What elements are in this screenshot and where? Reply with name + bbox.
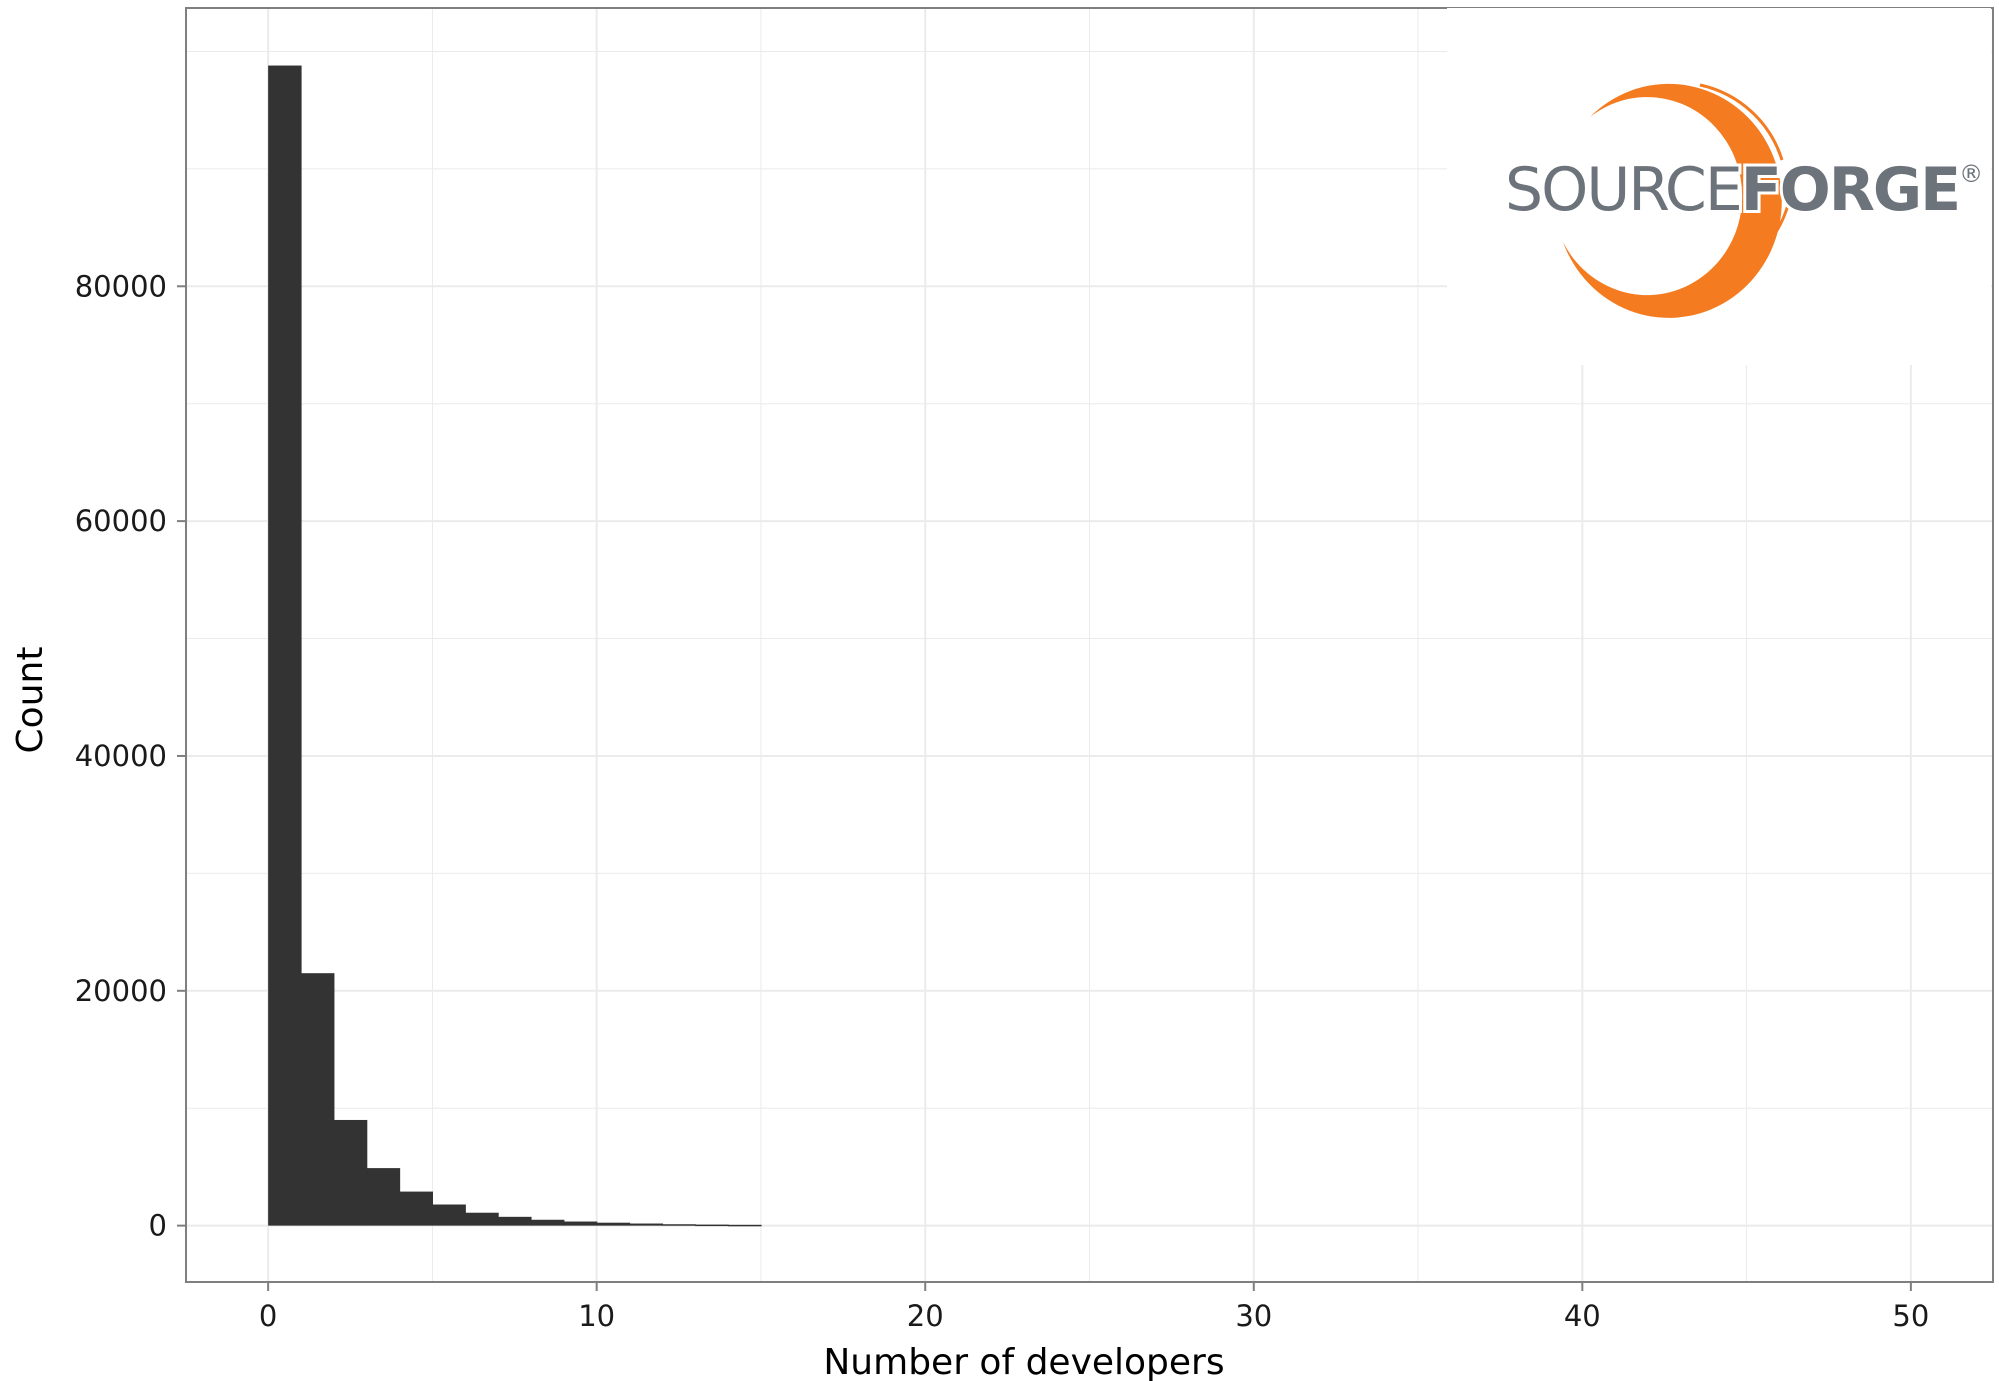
logo-swoosh-main-arc	[1563, 83, 1782, 318]
histogram-bar	[563, 1221, 598, 1226]
logo-wordmark: SOURCEFORGE®	[1505, 155, 1981, 225]
histogram-bar	[300, 973, 335, 1226]
histogram-bar	[432, 1204, 466, 1226]
histogram-bar	[399, 1191, 434, 1226]
x-tick-label: 0	[259, 1299, 277, 1333]
histogram-bar	[728, 1224, 762, 1227]
logo-swoosh-thin-arc	[1699, 83, 1784, 161]
x-tick-label: 30	[1235, 1299, 1272, 1333]
x-axis-title: Number of developers	[823, 1342, 1224, 1381]
histogram-bar	[268, 65, 302, 1226]
logo-registered-mark: ®	[1959, 160, 1981, 188]
histogram-bar	[498, 1216, 532, 1226]
y-tick-label: 20000	[75, 974, 167, 1008]
y-tick-label: 80000	[75, 269, 167, 303]
histogram-bar	[333, 1119, 368, 1226]
panel-border	[185, 7, 1994, 1283]
x-tick-label: 50	[1892, 1299, 1929, 1333]
sourceforge-logo: SOURCEFORGE®	[1447, 8, 1991, 365]
histogram-bars	[268, 65, 762, 1227]
histogram-bar	[629, 1223, 663, 1226]
x-tick-label: 20	[907, 1299, 944, 1333]
logo-wordmark-light: SOURCE	[1505, 155, 1741, 225]
y-axis-ticks: 0 20000 40000 60000 80000	[75, 269, 186, 1243]
x-tick-label: 10	[578, 1299, 615, 1333]
logo-wordmark-bold: FORGE	[1741, 155, 1959, 225]
logo-swoosh-icon	[1563, 83, 1790, 318]
y-tick-label: 60000	[75, 504, 167, 538]
histogram-bar	[366, 1168, 401, 1226]
logo-swoosh-thin-arc-lower	[1711, 204, 1790, 282]
histogram-bar	[695, 1224, 729, 1227]
x-tick-label: 40	[1564, 1299, 1601, 1333]
histogram-bar	[465, 1212, 499, 1226]
y-tick-label: 0	[149, 1209, 167, 1243]
histogram-bar	[530, 1219, 565, 1226]
y-tick-label: 40000	[75, 739, 167, 773]
histogram-bar	[662, 1224, 696, 1226]
histogram-bar	[596, 1222, 631, 1226]
x-axis-ticks: 0 10 20 30 40 50	[259, 1282, 1929, 1333]
y-axis-title: Count	[10, 647, 51, 754]
